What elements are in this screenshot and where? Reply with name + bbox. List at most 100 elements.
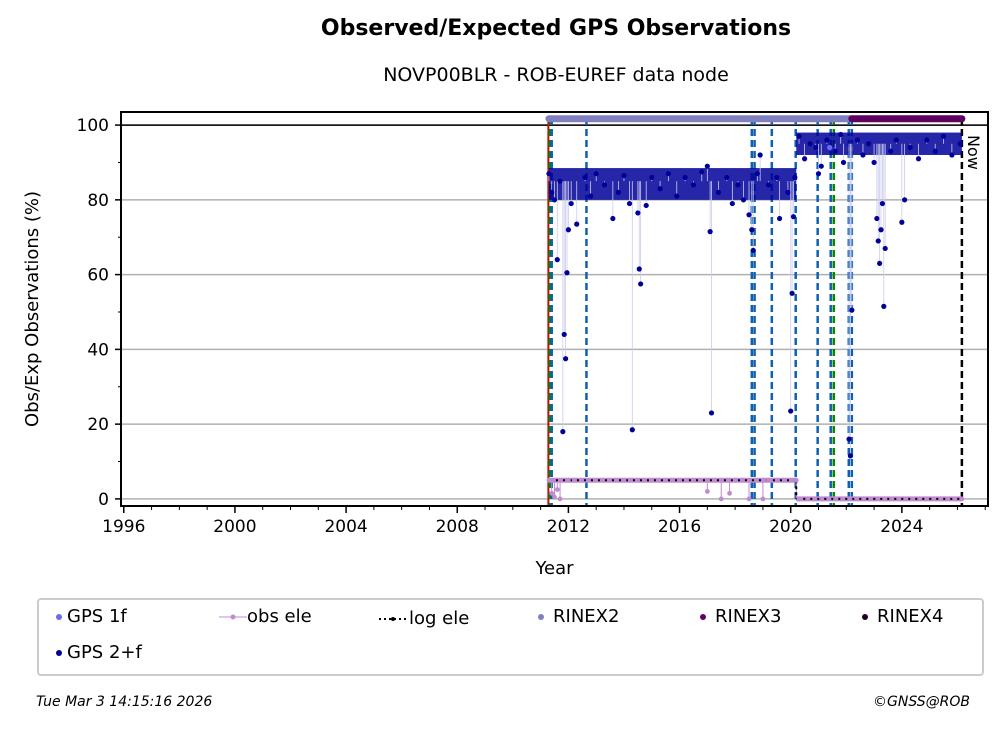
gps-2f-point [881,303,887,309]
x-tick-label: 2016 [658,517,701,537]
obs-ele-point [727,490,732,496]
obs-ele-point [746,496,752,502]
gps-2f-point [757,152,763,158]
gps-2f-point [807,141,813,147]
gps-2f-point [847,453,854,459]
legend-label: GPS 1f [67,606,127,627]
obs-ele-point [959,496,965,502]
gps-2f-point [740,197,747,203]
gps-2f-point [561,331,567,338]
gps-2f-point [674,193,680,199]
obs-ele-point [552,494,557,500]
legend-gps-1f: GPS 1f [53,606,127,627]
obs-ele-point [549,490,555,496]
legend-label: RINEX3 [715,606,782,627]
legend-rinex3: RINEX3 [693,606,781,627]
y-tick-label: 40 [87,340,109,360]
x-tick-label: 2012 [547,517,590,537]
gps-2f-point [649,174,655,181]
legend-log-ele: log ele [379,608,469,629]
obs-ele-point [565,477,571,483]
now-label: Now [964,135,983,170]
gps-2f-point [749,227,755,233]
gps-2f-point [574,221,580,227]
chart-title: Observed/Expected GPS Observations [320,16,792,41]
gps-2f-point [554,257,560,263]
gps-2f-point [824,137,830,143]
plot-frame [120,111,989,507]
gps-2f-point [715,189,722,195]
gps-2f-point [735,182,741,188]
gps-2f-point [601,182,608,188]
gps-2f-point [801,156,808,162]
x-tick-label: 2020 [769,517,812,537]
gps-2f-point [874,215,880,222]
legend-gps-2f: GPS 2+f [53,642,142,663]
gps-2f-point [882,245,888,252]
gps-2f-point [915,156,922,162]
gps-2f-point [636,266,642,272]
gps-2f-point [704,163,710,169]
gps-2f-point [621,172,627,179]
gps-2f-point [818,163,824,169]
gps-2f-point [610,215,616,222]
gps-2f-point [699,169,705,175]
x-tick-label: 2008 [436,517,479,537]
gps-2f-point [665,171,672,177]
gps-2f-point [551,197,558,203]
gps-2f-point [854,137,860,143]
gps-2f-point [788,408,794,414]
gps-2f-point [643,202,649,209]
gps-2f-point [790,214,797,220]
obs-ele-point [766,477,771,483]
gps-2f-point [708,410,715,416]
gps-2f-point [774,174,780,181]
legend: GPS 1f obs ele log ele RINEX2 RINEX3 RIN… [37,598,984,676]
gps-2f-point [940,133,947,139]
x-tick-label: 2000 [213,517,256,537]
gps-2f-point [877,260,883,266]
gps-2f-point [638,281,644,287]
gps-2f-point [846,436,852,442]
obs-ele-point [796,496,802,502]
y-tick-label: 100 [77,116,109,136]
x-tick-label: 1996 [102,517,145,537]
legend-label: RINEX2 [553,606,620,627]
copyright: ©GNSS@ROB [873,694,970,710]
gps-2f-point [746,212,752,218]
y-tick-label: 60 [87,266,109,286]
gps-2f-point [707,229,713,235]
gps-2f-point [888,148,894,154]
gps-2f-point [899,219,905,225]
x-tick-label: 2004 [324,517,367,537]
gps-2f-point [724,174,730,181]
gps-2f-point [875,238,881,244]
gps-2f-point [792,174,798,181]
y-tick-label: 20 [87,415,109,435]
legend-obs-ele: obs ele [219,606,312,627]
y-tick-label: 80 [87,191,109,211]
gps-2f-point [546,171,552,177]
gps-2f-point [815,171,822,177]
gps-2f-point [657,186,663,192]
gps-2f-point [682,174,688,181]
gps-2f-point [750,247,756,253]
gps-2f-point [615,189,622,195]
legend-rinex2: RINEX2 [531,606,619,627]
obs-ele-point [760,496,766,502]
gps-2f-point [765,182,772,188]
gps-2f-point [560,429,566,435]
gps-2f-point [582,174,588,181]
timestamp: Tue Mar 3 14:15:16 2026 [36,694,213,710]
obs-ele-point [546,477,552,483]
obs-ele-point [704,489,710,494]
legend-rinex4: RINEX4 [855,606,943,627]
gps-2f-point [907,144,913,151]
y-axis-label: Obs/Exp Observations (%) [22,191,43,427]
gps-2f-point [813,144,819,151]
obs-ele-point [557,496,563,502]
obs-ele-point [732,477,738,483]
gps-2f-point [879,200,886,207]
gps-2f-point [729,200,735,207]
